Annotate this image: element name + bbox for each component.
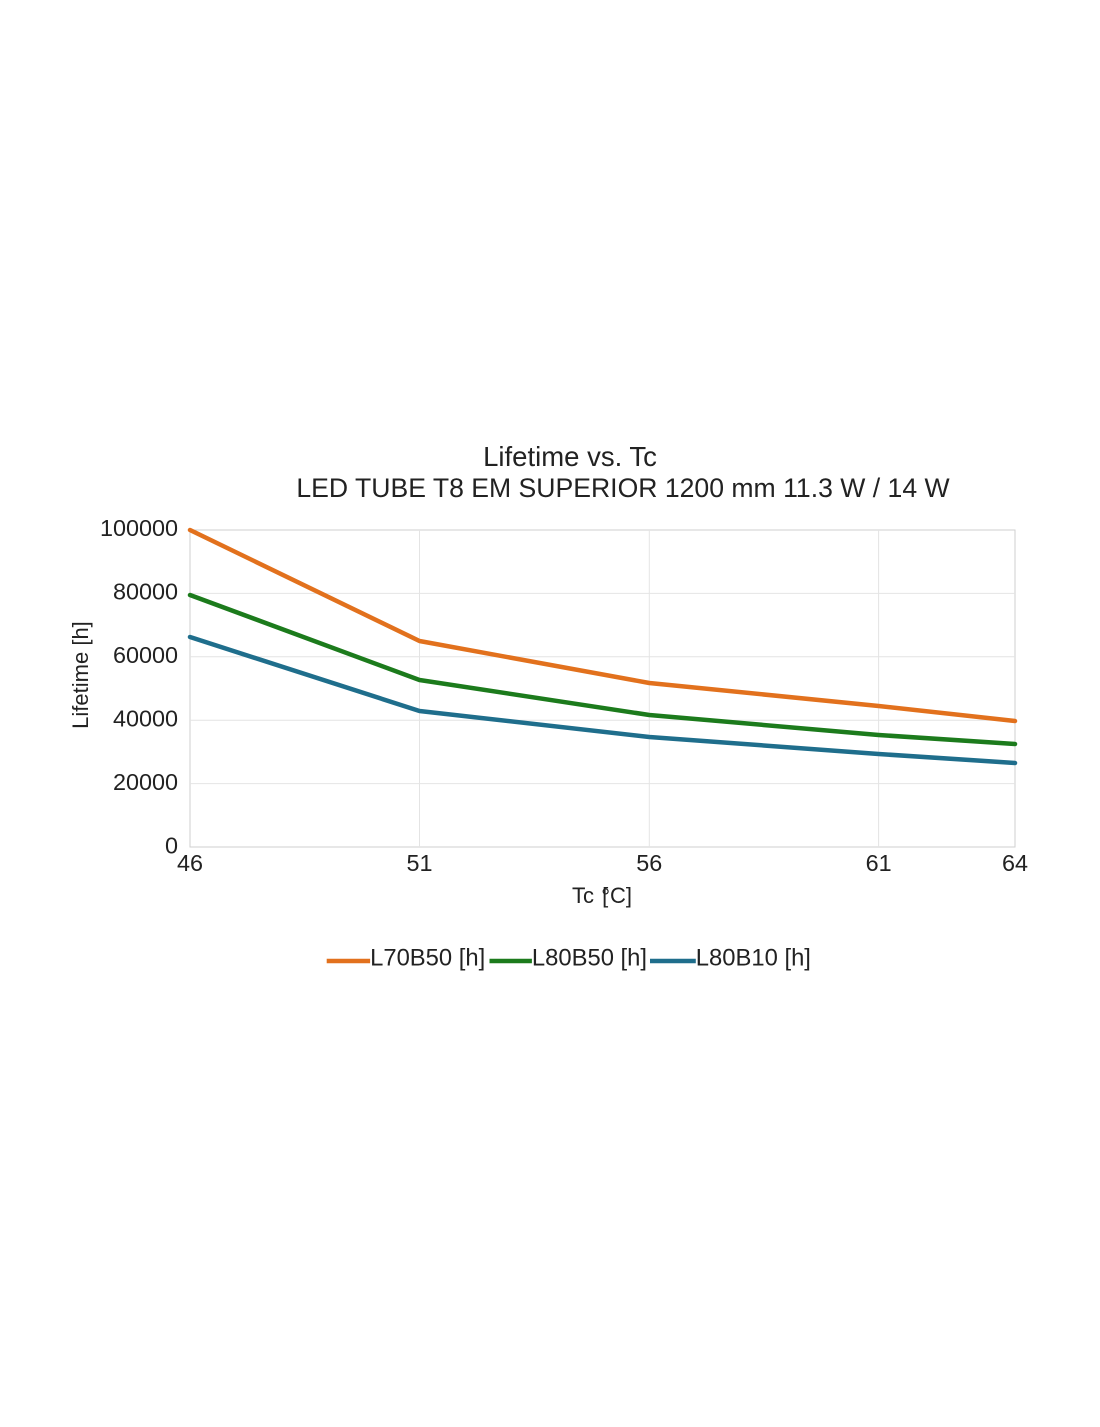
svg-text:20000: 20000 [113, 769, 178, 795]
svg-text:100000: 100000 [100, 515, 178, 541]
svg-text:46: 46 [177, 850, 203, 876]
svg-text:L80B50 [h]: L80B50 [h] [532, 945, 647, 972]
svg-text:Lifetime vs. Tc: Lifetime vs. Tc [483, 441, 657, 472]
svg-text:L80B10 [h]: L80B10 [h] [696, 945, 811, 972]
svg-text:Lifetime [h]: Lifetime [h] [68, 621, 93, 729]
svg-text:56: 56 [636, 850, 662, 876]
svg-text:61: 61 [866, 850, 892, 876]
svg-text:40000: 40000 [113, 706, 178, 732]
svg-text:L70B50 [h]: L70B50 [h] [370, 945, 485, 972]
svg-text:80000: 80000 [113, 579, 178, 605]
svg-text:Tc [°C]: Tc [°C] [572, 883, 632, 909]
svg-text:64: 64 [1002, 850, 1028, 876]
svg-text:51: 51 [406, 850, 432, 876]
svg-text:LED TUBE T8 EM SUPERIOR 1200 m: LED TUBE T8 EM SUPERIOR 1200 mm 11.3 W /… [296, 473, 950, 503]
svg-text:60000: 60000 [113, 642, 178, 668]
